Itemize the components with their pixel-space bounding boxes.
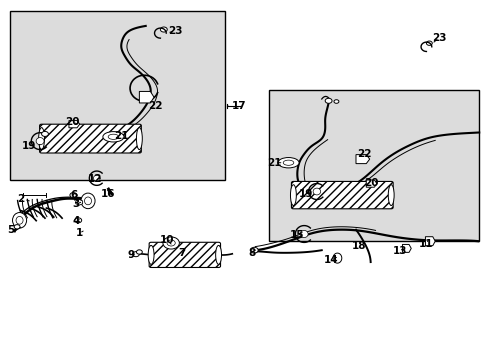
Polygon shape — [355, 155, 369, 163]
Polygon shape — [366, 180, 376, 187]
Text: 18: 18 — [351, 240, 366, 251]
FancyBboxPatch shape — [149, 242, 220, 267]
Ellipse shape — [81, 193, 95, 209]
Ellipse shape — [13, 212, 26, 228]
Ellipse shape — [277, 158, 299, 168]
Text: 20: 20 — [65, 117, 80, 127]
Ellipse shape — [36, 138, 44, 145]
Text: 9: 9 — [127, 250, 134, 260]
Ellipse shape — [215, 246, 221, 264]
Bar — [10, 11, 224, 180]
FancyBboxPatch shape — [40, 124, 141, 153]
Text: 6: 6 — [71, 190, 78, 200]
Ellipse shape — [312, 188, 320, 195]
Ellipse shape — [290, 185, 296, 206]
Text: 15: 15 — [289, 230, 304, 240]
Polygon shape — [76, 199, 82, 205]
Ellipse shape — [16, 216, 23, 224]
Ellipse shape — [136, 127, 142, 150]
Ellipse shape — [283, 160, 293, 165]
Ellipse shape — [167, 240, 175, 246]
Ellipse shape — [84, 197, 91, 205]
Text: 22: 22 — [356, 149, 371, 159]
Text: 5: 5 — [7, 225, 20, 235]
Circle shape — [333, 100, 338, 103]
Text: 7: 7 — [178, 248, 185, 258]
Circle shape — [250, 247, 258, 253]
Circle shape — [75, 218, 81, 223]
Text: 12: 12 — [88, 174, 102, 184]
Ellipse shape — [93, 175, 100, 181]
Ellipse shape — [387, 185, 393, 206]
Text: 3: 3 — [72, 199, 81, 210]
FancyBboxPatch shape — [291, 181, 392, 209]
Text: 11: 11 — [418, 239, 433, 249]
Polygon shape — [402, 244, 410, 252]
Circle shape — [325, 98, 331, 103]
Text: 19: 19 — [22, 141, 40, 151]
Ellipse shape — [148, 246, 154, 264]
Text: 23: 23 — [431, 33, 446, 43]
Polygon shape — [332, 253, 341, 263]
Text: 17: 17 — [227, 101, 245, 111]
Text: 21: 21 — [114, 131, 128, 141]
Text: 23: 23 — [167, 26, 182, 36]
Text: 21: 21 — [267, 158, 282, 168]
Text: 16: 16 — [101, 189, 116, 199]
Ellipse shape — [108, 134, 119, 139]
Text: 10: 10 — [160, 235, 174, 246]
Ellipse shape — [102, 132, 124, 142]
Circle shape — [41, 131, 48, 136]
Text: 20: 20 — [364, 178, 378, 188]
Polygon shape — [69, 121, 80, 128]
Polygon shape — [425, 237, 434, 246]
Bar — [268, 90, 478, 241]
Circle shape — [14, 225, 20, 229]
Ellipse shape — [300, 230, 307, 238]
Text: 14: 14 — [324, 255, 338, 265]
Circle shape — [426, 41, 431, 45]
Text: 19: 19 — [298, 189, 312, 199]
Circle shape — [136, 250, 142, 254]
Text: 2: 2 — [17, 194, 29, 204]
Circle shape — [70, 193, 77, 198]
Circle shape — [132, 252, 139, 257]
Text: 1: 1 — [76, 228, 83, 238]
Polygon shape — [139, 91, 154, 103]
Text: 22: 22 — [148, 101, 163, 111]
Circle shape — [160, 27, 167, 32]
Text: 13: 13 — [392, 246, 407, 256]
Text: 8: 8 — [248, 248, 255, 258]
Ellipse shape — [163, 237, 179, 249]
Ellipse shape — [39, 127, 44, 150]
Text: 4: 4 — [72, 216, 80, 226]
